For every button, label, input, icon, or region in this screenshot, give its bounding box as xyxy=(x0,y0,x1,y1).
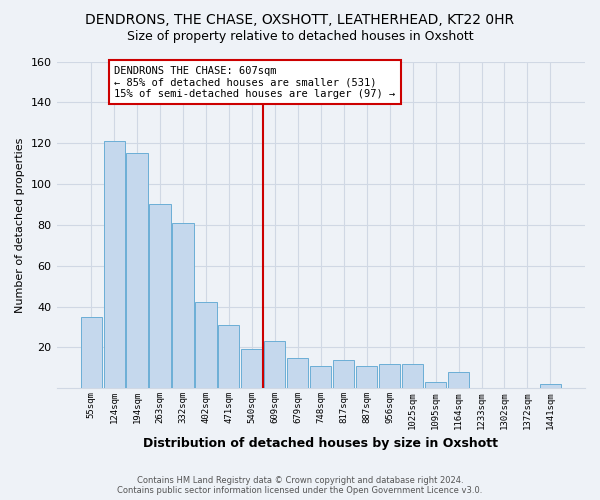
Text: DENDRONS THE CHASE: 607sqm
← 85% of detached houses are smaller (531)
15% of sem: DENDRONS THE CHASE: 607sqm ← 85% of deta… xyxy=(114,66,395,99)
Bar xyxy=(264,342,286,388)
Bar xyxy=(196,302,217,388)
Text: Contains HM Land Registry data © Crown copyright and database right 2024.
Contai: Contains HM Land Registry data © Crown c… xyxy=(118,476,482,495)
Bar xyxy=(379,364,400,388)
Bar xyxy=(80,317,101,388)
Text: Size of property relative to detached houses in Oxshott: Size of property relative to detached ho… xyxy=(127,30,473,43)
Bar xyxy=(218,325,239,388)
X-axis label: Distribution of detached houses by size in Oxshott: Distribution of detached houses by size … xyxy=(143,437,498,450)
Bar xyxy=(356,366,377,388)
Bar xyxy=(241,350,262,389)
Bar xyxy=(402,364,423,388)
Bar xyxy=(287,358,308,388)
Bar xyxy=(425,382,446,388)
Text: DENDRONS, THE CHASE, OXSHOTT, LEATHERHEAD, KT22 0HR: DENDRONS, THE CHASE, OXSHOTT, LEATHERHEA… xyxy=(85,12,515,26)
Y-axis label: Number of detached properties: Number of detached properties xyxy=(15,137,25,312)
Bar xyxy=(540,384,561,388)
Bar xyxy=(172,223,194,388)
Bar xyxy=(310,366,331,388)
Bar xyxy=(333,360,354,388)
Bar xyxy=(104,141,125,388)
Bar xyxy=(448,372,469,388)
Bar xyxy=(149,204,170,388)
Bar xyxy=(127,154,148,388)
